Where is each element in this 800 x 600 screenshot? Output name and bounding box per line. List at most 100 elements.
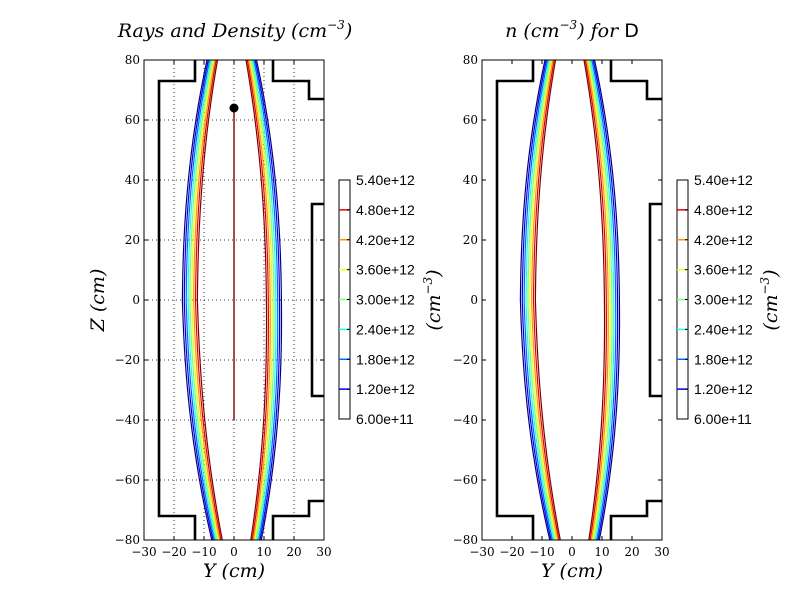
left-contour-right-level-6 (249, 59, 273, 541)
right-x-tick-label: −20 (499, 545, 524, 559)
left-y-tick-label: −40 (115, 413, 140, 427)
left-y-tick-label: −80 (115, 533, 140, 547)
left-contour-right-level-3 (253, 59, 279, 541)
left-contour-right-level-9 (245, 59, 268, 541)
right-title: n (cm−3) for D (505, 18, 639, 42)
left-xlabel: Y (cm) (203, 560, 265, 582)
right-x-tick-label: 10 (594, 545, 609, 559)
right-colorbar-label: (cm−3) (758, 269, 782, 330)
left-contour-left-level-8 (194, 59, 222, 541)
right-colorbar-tick-label: 4.20e+12 (694, 232, 753, 248)
left-contour-left-level-3 (185, 59, 216, 541)
left-colorbar-tick-label: 4.80e+12 (356, 202, 415, 218)
left-x-tick-label: 10 (256, 545, 271, 559)
ray-start-marker (229, 103, 239, 113)
left-y-axis: −80 −60 −40 −20 0 20 40 60 80 (115, 53, 324, 547)
right-wall-segment (609, 60, 662, 101)
right-y-tick-label: 40 (463, 173, 478, 187)
right-wall-segment (609, 499, 662, 540)
right-x-tick-label: 20 (624, 545, 639, 559)
right-y-tick-label: 20 (463, 233, 478, 247)
right-y-tick-label: −80 (453, 533, 478, 547)
left-colorbar-tick-label: 3.00e+12 (356, 292, 415, 308)
right-contour-right-level-1 (593, 59, 621, 541)
right-contour-right-level-8 (584, 59, 608, 541)
left-contour-left-level-1 (181, 59, 213, 541)
left-colorbar-tick-label: 1.20e+12 (356, 381, 415, 397)
left-x-axis: −30 −20 −10 0 10 20 30 (131, 60, 332, 559)
left-colorbar-tick-label: 2.40e+12 (356, 321, 415, 337)
left-colorbar-tick-label: 4.20e+12 (356, 232, 415, 248)
left-y-tick-label: −60 (115, 473, 140, 487)
left-x-tick-label: 0 (230, 545, 238, 559)
left-contour-right-level-2 (254, 59, 281, 541)
right-colorbar-tick-label: 1.20e+12 (694, 381, 753, 397)
right-x-tick-label: −30 (469, 545, 494, 559)
left-contour-left-level-6 (191, 59, 219, 541)
left-x-tick-label: −30 (131, 545, 156, 559)
left-wall-segment (271, 60, 324, 101)
right-contour-left-level-3 (523, 59, 554, 541)
right-y-tick-label: −40 (453, 413, 478, 427)
left-y-tick-label: 40 (125, 173, 140, 187)
left-x-tick-label: 20 (286, 545, 301, 559)
left-x-tick-label: −10 (191, 545, 216, 559)
right-y-tick-label: −60 (453, 473, 478, 487)
left-contour-left-level-4 (187, 59, 217, 541)
left-y-tick-label: 20 (125, 233, 140, 247)
right-x-tick-label: −10 (529, 545, 554, 559)
left-contour-right-level-4 (251, 59, 277, 541)
right-plot-frame (481, 59, 663, 541)
left-y-tick-label: 80 (125, 53, 140, 67)
left-plot-area (144, 59, 324, 541)
right-y-axis: −80 −60 −40 −20 0 20 40 60 80 (453, 53, 662, 547)
right-y-tick-label: 0 (470, 293, 478, 307)
right-plot-area (495, 59, 662, 541)
right-x-tick-label: 0 (568, 545, 576, 559)
right-colorbar-tick-label: 5.40e+12 (694, 172, 753, 188)
left-colorbar-tick-label: 3.60e+12 (356, 262, 415, 278)
right-colorbar-tick-label: 6.00e+11 (694, 411, 752, 427)
left-colorbar-label: (cm−3) (421, 269, 445, 330)
right-xlabel: Y (cm) (541, 560, 603, 582)
right-contour-right-level-4 (589, 59, 615, 541)
left-ylabel: Z (cm) (87, 269, 109, 333)
left-colorbar: 5.40e+12 4.80e+12 4.20e+12 3.60e+12 3.00e+12… (338, 172, 415, 427)
right-y-tick-label: −20 (453, 353, 478, 367)
right-wall-segment (648, 202, 662, 398)
left-wall-segment (271, 499, 324, 540)
right-contour-left-level-9 (534, 59, 561, 541)
left-contour-left-level-2 (183, 59, 214, 541)
right-x-tick-label: 30 (654, 545, 669, 559)
left-contour-right-level-5 (250, 59, 275, 541)
right-contour-right-level-7 (586, 59, 609, 541)
right-wall-segment (495, 60, 535, 540)
right-panel: n (cm−3) for D −30 −20 −10 0 10 20 30 −80 −60 −4… (453, 18, 782, 582)
right-contour-left-level-1 (519, 59, 551, 541)
left-contour-right-level-1 (255, 59, 283, 541)
left-panel: Rays and Density (cm−3) −30 −20 −10 0 10 20 30… (87, 18, 445, 582)
left-title: Rays and Density (cm−3) (117, 18, 353, 42)
right-contour-right-level-2 (592, 59, 619, 541)
right-contour-left-level-8 (532, 59, 560, 541)
right-y-tick-label: 60 (463, 113, 478, 127)
right-contour-left-level-4 (525, 59, 555, 541)
left-contour-left-level-9 (196, 59, 223, 541)
right-x-axis: −30 −20 −10 0 10 20 30 (469, 60, 670, 559)
left-contour-right-level-7 (248, 59, 271, 541)
right-contour-right-level-9 (583, 59, 606, 541)
right-contour-right-level-5 (588, 59, 613, 541)
right-contour-left-level-2 (521, 59, 552, 541)
right-colorbar-tick-label: 3.00e+12 (694, 292, 753, 308)
left-wall-segment (157, 60, 197, 540)
left-x-tick-label: −20 (161, 545, 186, 559)
right-colorbar: 5.40e+12 4.80e+12 4.20e+12 3.60e+12 3.00e+12… (676, 172, 753, 427)
right-colorbar-tick-label: 4.80e+12 (694, 202, 753, 218)
left-contour-right-level-8 (246, 59, 269, 541)
right-colorbar-tick-label: 3.60e+12 (694, 262, 753, 278)
left-y-tick-label: 0 (132, 293, 140, 307)
right-contour-right-level-3 (591, 59, 617, 541)
left-y-tick-label: −20 (115, 353, 140, 367)
left-y-tick-label: 60 (125, 113, 140, 127)
